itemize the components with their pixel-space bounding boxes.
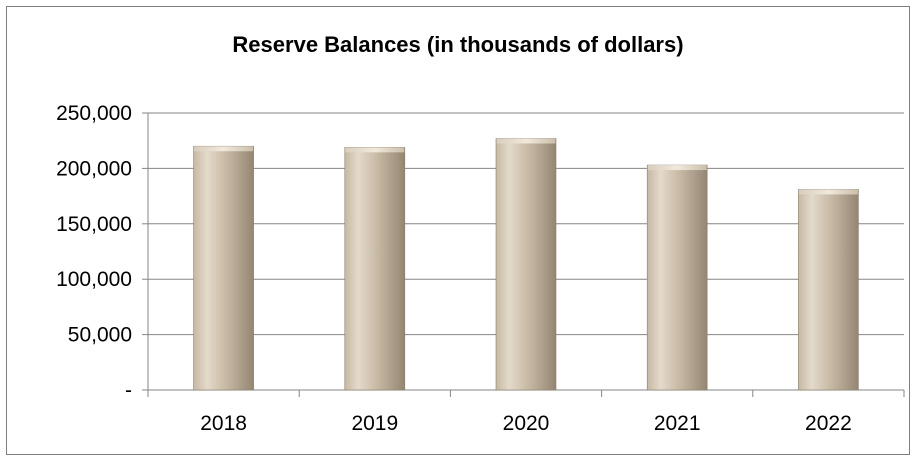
bar-2019 [344,147,406,391]
x-tick-label: 2018 [200,412,247,435]
y-tick-label: 250,000 [56,102,132,125]
x-tick-label: 2021 [654,412,701,435]
x-tick-label: 2019 [351,412,398,435]
y-tick-label: 200,000 [56,157,132,180]
bar-cap [345,147,405,153]
bar [193,145,254,391]
chart-frame [6,6,910,455]
y-tick-label: - [125,379,132,402]
x-tick-label: 2020 [503,412,550,435]
x-tick-label: 2022 [805,412,852,435]
bar-cap [194,146,254,152]
bars [193,138,859,391]
bar [646,164,708,391]
bar-cap [798,189,858,195]
x-tick-labels: 2018 2019 2020 2021 2022 [200,412,852,435]
y-tick-label: 100,000 [56,268,132,291]
y-tick-label: 50,000 [68,324,132,347]
bar [344,147,406,391]
bar-2018 [193,145,254,391]
bar-2022 [798,189,859,391]
bar-2021 [646,164,708,391]
bar [495,138,557,391]
y-tick-label: 150,000 [56,213,132,236]
bar-cap [647,165,707,171]
chart-title: Reserve Balances (in thousands of dollar… [232,32,684,57]
bar-2020 [495,138,557,391]
y-tick-labels: - 50,000 100,000 150,000 200,000 250,000 [56,102,132,402]
bar [798,189,859,391]
bar-cap [496,138,556,144]
